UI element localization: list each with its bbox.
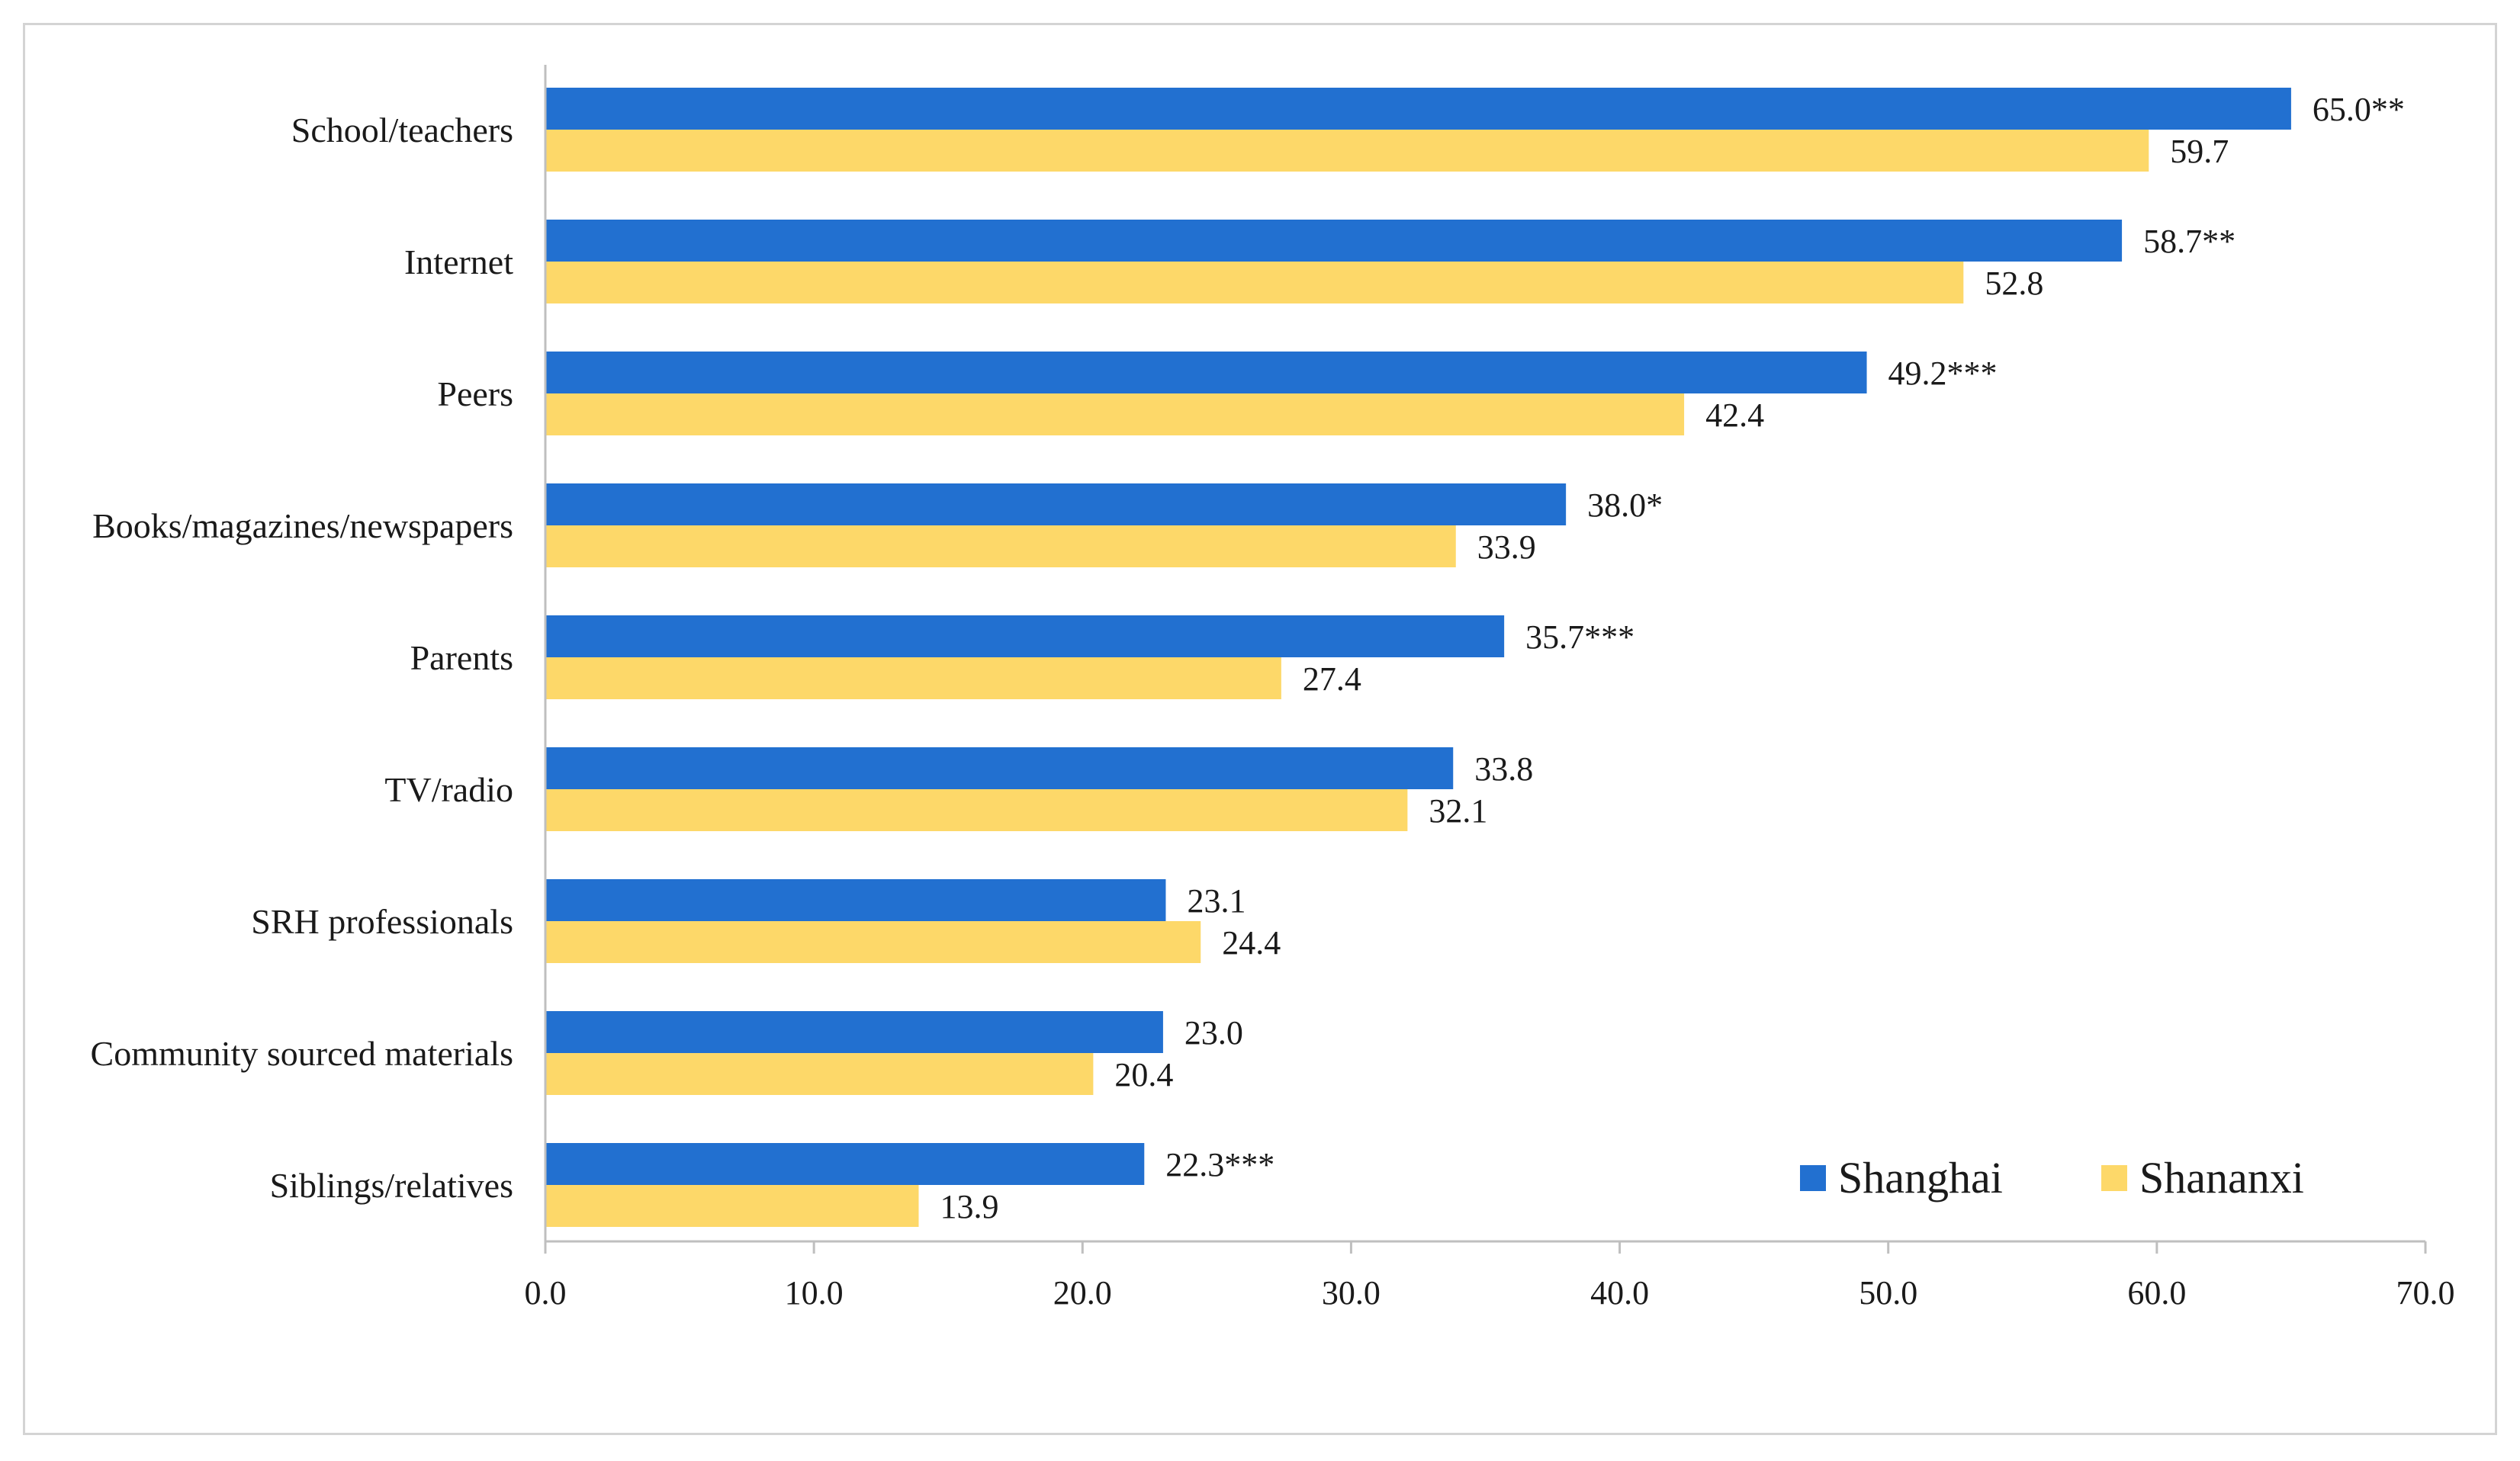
- x-tick-label: 60.0: [2127, 1274, 2186, 1312]
- x-tick-label: 0.0: [525, 1274, 567, 1312]
- category-label: Internet: [404, 242, 513, 281]
- bar-shanghai: [545, 1143, 1145, 1185]
- data-label: 24.4: [1222, 924, 1281, 962]
- axes-group: 0.0 10.0 20.0 30.0 40.0 50.0 60.0 70.0: [525, 65, 2455, 1312]
- bar-shananxi: [545, 789, 1408, 831]
- category-label: Books/magazines/newspapers: [92, 506, 513, 545]
- category-label: Community sourced materials: [91, 1034, 513, 1073]
- category-label: Siblings/relatives: [270, 1166, 513, 1205]
- data-label: 33.9: [1477, 528, 1536, 566]
- data-label: 58.7**: [2143, 223, 2236, 260]
- data-label: 33.8: [1474, 750, 1533, 788]
- x-tick-label: 50.0: [1859, 1274, 1917, 1312]
- data-label: 52.8: [1985, 265, 2043, 302]
- data-label: 23.0: [1184, 1014, 1243, 1052]
- data-label: 49.2***: [1888, 355, 1998, 392]
- data-label: 59.7: [2170, 133, 2229, 170]
- x-tick-label: 20.0: [1053, 1274, 1112, 1312]
- data-label: 38.0*: [1587, 486, 1663, 524]
- bar-shanghai: [545, 1011, 1163, 1053]
- data-label: 22.3***: [1165, 1146, 1274, 1183]
- x-tick-label: 10.0: [785, 1274, 844, 1312]
- data-label: 32.1: [1429, 792, 1487, 830]
- data-label: 20.4: [1114, 1056, 1173, 1093]
- bar-shanghai: [545, 88, 2291, 130]
- chart-frame: [23, 23, 2497, 1435]
- bar-shananxi: [545, 525, 1456, 567]
- category-label: School/teachers: [291, 111, 513, 149]
- x-tick-label: 30.0: [1322, 1274, 1381, 1312]
- data-label: 13.9: [940, 1188, 998, 1225]
- bar-shananxi: [545, 1053, 1094, 1095]
- bar-shananxi: [545, 921, 1201, 963]
- bar-shanghai: [545, 747, 1454, 789]
- data-label: 35.7***: [1525, 618, 1634, 656]
- legend-swatch-shanghai: [1800, 1165, 1826, 1191]
- bar-shananxi: [545, 1185, 919, 1227]
- category-label: Parents: [410, 638, 513, 677]
- legend-label-shananxi: Shananxi: [2139, 1153, 2304, 1203]
- bar-shananxi: [545, 393, 1685, 435]
- category-label: Peers: [437, 374, 513, 413]
- bar-shananxi: [545, 262, 1964, 303]
- bar-shanghai: [545, 615, 1505, 657]
- bar-shananxi: [545, 657, 1281, 699]
- bars-group: School/teachers 65.0** 59.7 Internet 58.7** 5…: [91, 88, 2405, 1227]
- bar-shanghai: [545, 220, 2123, 262]
- bar-shanghai: [545, 879, 1166, 921]
- bar-shananxi: [545, 130, 2149, 172]
- x-tick-label: 70.0: [2396, 1274, 2455, 1312]
- x-tick-label: 40.0: [1590, 1274, 1649, 1312]
- data-label: 65.0**: [2313, 91, 2405, 128]
- legend-label-shanghai: Shanghai: [1838, 1153, 2003, 1203]
- category-label: TV/radio: [384, 770, 513, 809]
- data-label: 23.1: [1187, 882, 1246, 920]
- bar-shanghai: [545, 352, 1867, 393]
- data-label: 27.4: [1303, 660, 1361, 698]
- legend: Shanghai Shananxi: [1800, 1153, 2304, 1203]
- bar-shanghai: [545, 483, 1567, 525]
- legend-swatch-shananxi: [2101, 1165, 2127, 1191]
- category-label: SRH professionals: [251, 902, 513, 941]
- data-label: 42.4: [1705, 397, 1764, 434]
